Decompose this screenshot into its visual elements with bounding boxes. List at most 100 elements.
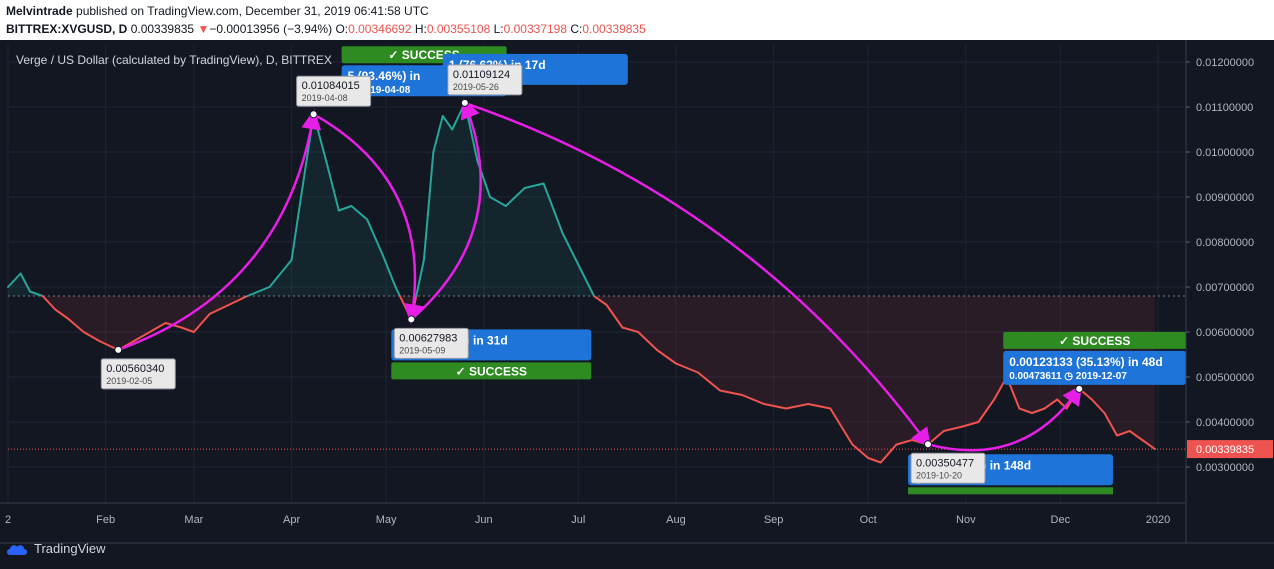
low-label: L: — [493, 22, 504, 36]
open-label: O: — [335, 22, 349, 36]
area-segment — [181, 296, 194, 332]
area-segment — [562, 233, 579, 296]
price-segment — [867, 457, 882, 464]
success-label: ✓ SUCCESS — [388, 48, 459, 62]
low-value: 0.00337198 — [503, 22, 568, 36]
success-label: ✓ SUCCESS — [456, 364, 527, 378]
y-tick-label: 0.01000000 — [1196, 147, 1254, 159]
pivot-point[interactable] — [114, 345, 123, 354]
price-segment — [1090, 398, 1106, 414]
area-segment — [742, 296, 765, 404]
price-segment — [621, 326, 640, 333]
tradingview-cloud-icon — [7, 544, 27, 555]
projection-arcs — [117, 98, 1083, 452]
pivot-price-box — [910, 452, 986, 484]
y-tick-label: 0.00700000 — [1196, 282, 1254, 294]
price-segment — [1018, 407, 1033, 414]
success-label: ✓ SUCCESS — [1059, 334, 1130, 348]
price-segment — [697, 371, 722, 392]
area-segment — [269, 260, 292, 296]
price-segment — [719, 389, 744, 396]
author-name[interactable]: Melvintrade — [6, 4, 73, 18]
price-segment — [942, 425, 964, 432]
price-segment — [350, 205, 369, 221]
stat-box — [1003, 350, 1187, 385]
price-segment — [1030, 407, 1046, 414]
x-tick-label: Dec — [1051, 514, 1071, 526]
price-segment — [192, 313, 211, 333]
x-tick-label: May — [376, 514, 397, 526]
symbol-name: BITTREX:XVGUSD, D — [6, 22, 128, 36]
price-segment — [441, 115, 454, 131]
area-segment — [978, 296, 995, 422]
price-segment — [1103, 412, 1119, 437]
area-segment — [490, 197, 506, 296]
pivot-point[interactable] — [407, 315, 416, 324]
area-segment — [55, 296, 68, 319]
price-segment — [961, 421, 980, 428]
y-tick-label: 0.00800000 — [1196, 237, 1254, 249]
projection-arc — [927, 384, 1083, 452]
price-segment — [637, 331, 659, 351]
price-segment — [542, 182, 564, 234]
price-segment — [432, 115, 444, 153]
projection-arc — [464, 101, 931, 449]
x-tick-label: 2 — [5, 514, 11, 526]
price-segment — [593, 295, 608, 306]
area-segment — [606, 296, 623, 328]
area-segment — [880, 296, 897, 463]
last-price: 0.00339835 — [130, 22, 195, 36]
price-segment — [7, 272, 22, 288]
area-segment — [962, 296, 979, 427]
price-segment — [1141, 439, 1156, 450]
pivot-point[interactable] — [460, 98, 469, 107]
pivot-date: 2019-02-05 — [106, 376, 152, 386]
pivot-price-box — [447, 64, 523, 96]
x-tick-label: 2020 — [1146, 514, 1170, 526]
price-segment — [489, 196, 507, 207]
area-segment — [8, 273, 21, 296]
area-segment — [149, 296, 166, 332]
stat-date: ◷ 2019-04-08 — [348, 85, 411, 96]
header-line-2: BITTREX:XVGUSD, D 0.00339835 ▼−0.0001395… — [6, 22, 646, 36]
price-segment — [763, 403, 788, 410]
price-segment — [504, 187, 526, 207]
close-value: 0.00339835 — [582, 22, 646, 36]
y-tick-label: 0.00400000 — [1196, 417, 1254, 429]
area-segment — [165, 296, 182, 328]
header-line-1: Melvintrade published on TradingView.com… — [6, 4, 429, 18]
y-tick-label: 0.00500000 — [1196, 372, 1254, 384]
area-segment — [452, 102, 465, 296]
price-change: −0.00013956 (−3.94%) — [209, 22, 333, 36]
high-value: 0.00355108 — [426, 22, 491, 36]
area-segment — [209, 296, 229, 314]
price-segment — [19, 272, 32, 293]
price-segment — [807, 403, 832, 410]
pivot-point[interactable] — [1075, 384, 1084, 393]
area-segment — [433, 116, 443, 296]
tradingview-brand[interactable]: TradingView — [6, 541, 106, 556]
pivot-point[interactable] — [924, 440, 932, 449]
brand-name: TradingView — [34, 541, 106, 556]
pivot-price: 0.01084015 — [302, 80, 360, 92]
pivot-point[interactable] — [309, 110, 318, 119]
price-segment — [290, 196, 303, 261]
area-segment — [720, 296, 743, 395]
area-segment — [99, 296, 119, 350]
area-segment — [543, 183, 563, 296]
price-segment — [394, 286, 401, 297]
area-segment — [464, 102, 478, 296]
x-tick-label: Jul — [571, 514, 585, 526]
pivot-price: 0.00627983 — [399, 332, 457, 344]
price-segment — [523, 182, 545, 189]
area-segment — [118, 296, 135, 350]
price-segment — [674, 362, 699, 374]
price-segment — [246, 286, 271, 297]
y-axis[interactable]: 0.00300000 0.00400000 0.00500000 0.00600000… — [1185, 40, 1254, 543]
area-segment — [928, 296, 944, 445]
y-tick-label: 0.01200000 — [1196, 57, 1254, 69]
price-segment — [879, 443, 898, 464]
x-axis[interactable]: 2 Feb Mar Apr May Jun Jul Aug Sep Oct Nov Dec 2020 — [0, 502, 1274, 544]
